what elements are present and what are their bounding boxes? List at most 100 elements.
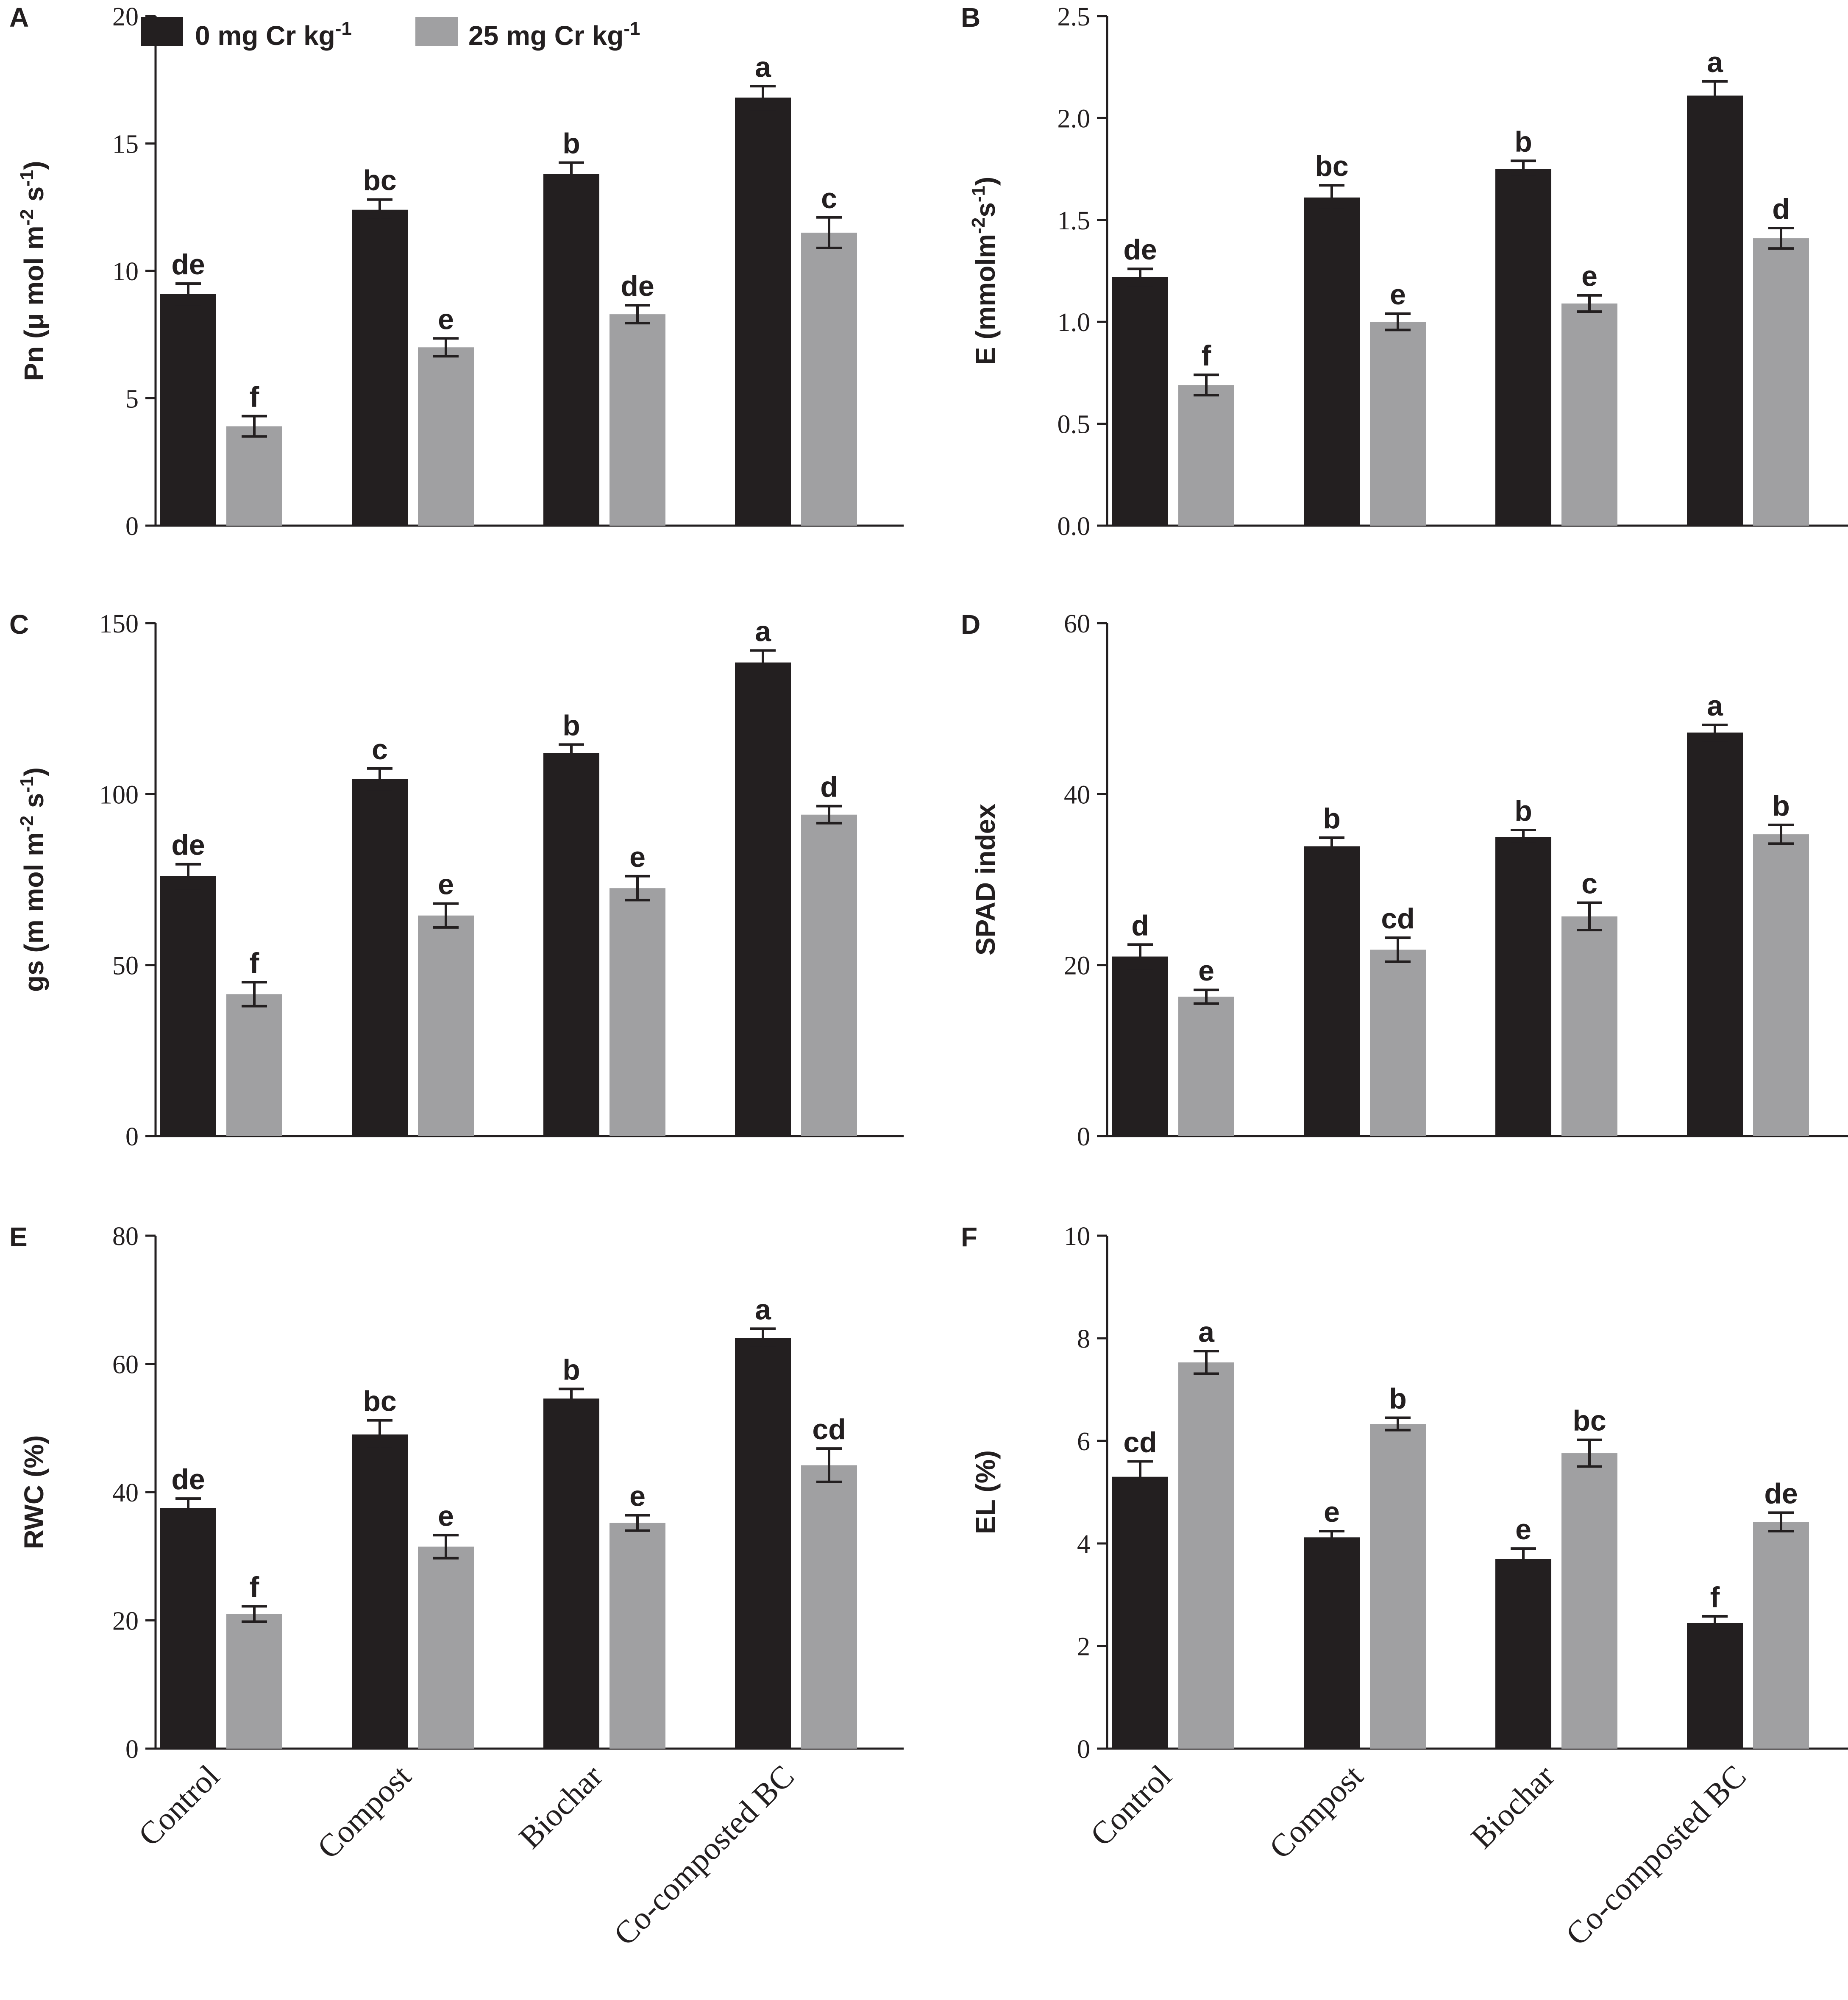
- panel-d: D 0 20 40 60 SPAD index d e b cd b c a b: [961, 609, 1848, 1151]
- y-tick-label: 20: [112, 1607, 139, 1636]
- bar-co-composted-bc-series-1: [1753, 1522, 1809, 1749]
- bar-compost-series-1: [418, 1546, 474, 1749]
- legend-label-superscript: -1: [335, 18, 352, 39]
- y-axis-label: RWC (%): [19, 1435, 49, 1549]
- y-tick-label: 1.0: [1058, 308, 1091, 337]
- significance-letter: bc: [1572, 1405, 1606, 1437]
- significance-letter: b: [1323, 802, 1341, 835]
- bar-biochar-series-0: [543, 753, 599, 1136]
- bar-compost-series-1: [1370, 322, 1426, 526]
- significance-letter: b: [1514, 795, 1532, 827]
- y-tick-label: 40: [1064, 780, 1090, 809]
- legend-swatch: [141, 17, 183, 46]
- y-axis-label-superscript: -2: [17, 816, 37, 832]
- bar-compost-series-1: [418, 347, 474, 526]
- bar-control-series-1: [226, 1614, 282, 1749]
- y-tick-label: 60: [112, 1351, 139, 1379]
- significance-letter: de: [171, 829, 205, 861]
- significance-letter: c: [1581, 867, 1598, 900]
- y-axis-label-text: ): [19, 767, 49, 776]
- error-bar: [559, 161, 584, 187]
- bar-co-composted-bc-series-1: [1753, 834, 1809, 1136]
- y-tick-label: 4: [1077, 1530, 1090, 1559]
- bar-biochar-series-0: [1495, 1559, 1551, 1749]
- bar-biochar-series-1: [1561, 1453, 1617, 1749]
- significance-letter: a: [1707, 690, 1723, 722]
- error-bar: [1194, 989, 1219, 1005]
- bar-biochar-series-1: [610, 888, 665, 1136]
- significance-letter: de: [171, 1463, 205, 1496]
- legend-label-text: 0 mg Cr kg: [195, 20, 335, 51]
- y-axis-label: gs (m mol m-2 s-1): [17, 767, 50, 992]
- bar-biochar-series-0: [1495, 169, 1551, 526]
- error-bar: [1319, 1529, 1344, 1545]
- y-tick-label: 2: [1077, 1632, 1090, 1661]
- y-tick-label: 0.0: [1058, 512, 1091, 541]
- bar-biochar-series-1: [1561, 916, 1617, 1136]
- error-bar: [816, 216, 842, 249]
- y-axis-label-text: RWC (%): [19, 1435, 49, 1549]
- error-bar: [1194, 373, 1219, 397]
- bar-compost-series-0: [1304, 846, 1360, 1136]
- significance-letter: bc: [1315, 150, 1348, 182]
- significance-letter: a: [755, 51, 771, 83]
- y-axis-label-superscript: -1: [17, 776, 37, 793]
- y-axis-label-text: EL (%): [970, 1450, 1001, 1534]
- significance-letter: c: [821, 182, 837, 214]
- y-axis-label-text: ): [970, 177, 1001, 186]
- panel-b: B0.00.51.01.52.02.5E (mmolm-2s-1)defbceb…: [961, 2, 1848, 541]
- bar-co-composted-bc-series-1: [801, 1465, 857, 1749]
- error-bar: [1319, 836, 1344, 856]
- y-axis-label-superscript: -2: [17, 209, 37, 226]
- significance-letter: cd: [1381, 903, 1414, 935]
- bar-biochar-series-1: [610, 1523, 665, 1749]
- error-bar: [433, 1534, 459, 1560]
- y-tick-label: 8: [1077, 1325, 1090, 1354]
- y-tick-label: 2.0: [1058, 104, 1091, 133]
- y-tick-label: 0: [125, 1735, 139, 1764]
- significance-letter: f: [250, 381, 259, 413]
- legend-label-superscript: -1: [623, 18, 640, 39]
- bar-compost-series-0: [352, 779, 408, 1136]
- legend-label: 25 mg Cr kg-1: [468, 18, 640, 51]
- significance-letter: d: [820, 771, 838, 803]
- significance-letter: cd: [812, 1413, 846, 1446]
- significance-letter: b: [562, 709, 580, 741]
- bar-control-series-0: [1112, 1476, 1168, 1749]
- y-tick-label: 10: [112, 257, 139, 286]
- error-bar: [1768, 227, 1794, 250]
- error-bar: [175, 1497, 201, 1519]
- significance-letter: e: [1390, 279, 1406, 311]
- significance-letter: e: [629, 841, 646, 873]
- y-axis-label-text: s: [19, 187, 49, 209]
- significance-letter: b: [1389, 1383, 1407, 1415]
- significance-letter: e: [1515, 1513, 1531, 1546]
- y-axis-label: Pn (μ mol m-2 s-1): [17, 161, 50, 381]
- error-bar: [816, 805, 842, 825]
- error-bar: [1127, 1460, 1153, 1493]
- error-bar: [1127, 267, 1153, 287]
- bar-control-series-0: [160, 876, 216, 1136]
- bar-biochar-series-1: [1561, 303, 1617, 526]
- error-bar: [242, 981, 267, 1008]
- y-tick-label: 0.5: [1058, 410, 1091, 439]
- y-tick-label: 60: [1064, 610, 1090, 638]
- error-bar: [625, 304, 650, 325]
- y-axis-label-superscript: -1: [17, 170, 37, 187]
- error-bar: [1577, 1438, 1602, 1468]
- panel-letter: A: [9, 2, 29, 33]
- y-tick-label: 50: [112, 952, 139, 981]
- bar-compost-series-1: [1370, 950, 1426, 1136]
- y-tick-label: 0: [125, 512, 139, 541]
- significance-letter: b: [562, 128, 580, 160]
- legend: 0 mg Cr kg-1 25 mg Cr kg-1: [141, 17, 640, 51]
- error-bar: [1511, 159, 1536, 178]
- error-bar: [1511, 829, 1536, 845]
- error-bar: [1385, 1416, 1411, 1432]
- error-bar: [1385, 936, 1411, 963]
- bar-compost-series-0: [1304, 1537, 1360, 1749]
- significance-letter: f: [250, 947, 259, 979]
- error-bar: [175, 282, 201, 306]
- error-bar: [242, 1605, 267, 1623]
